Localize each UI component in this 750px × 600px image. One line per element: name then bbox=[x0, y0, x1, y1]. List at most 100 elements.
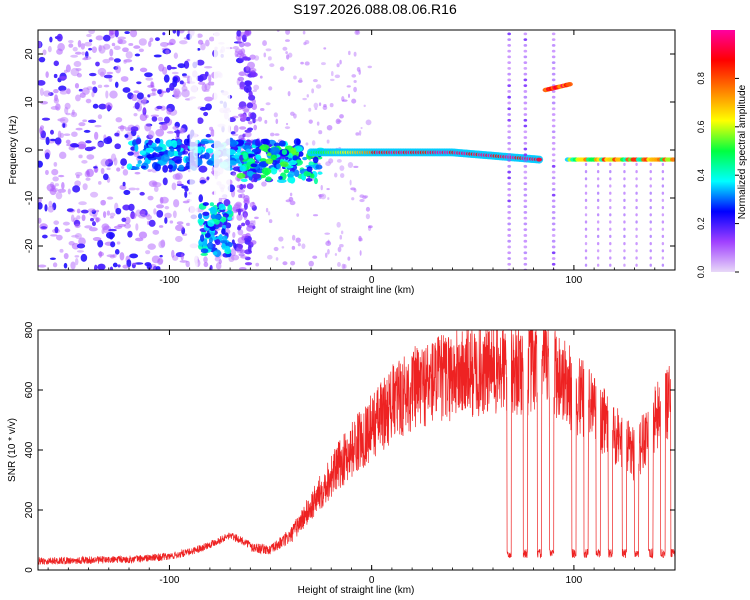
spectrogram-cell bbox=[59, 248, 64, 253]
spectrogram-cell bbox=[153, 186, 159, 193]
spectrogram-cell bbox=[507, 176, 511, 180]
spectrogram-cell bbox=[176, 129, 180, 138]
spectrogram-cell bbox=[236, 184, 242, 189]
spectrogram-cell bbox=[116, 167, 121, 172]
spectrogram-cell bbox=[156, 105, 163, 110]
spectrogram-cell bbox=[669, 157, 675, 162]
spectrogram-cell bbox=[609, 256, 612, 260]
spectrogram-cell bbox=[82, 183, 88, 191]
spectrogram-cell bbox=[285, 39, 290, 42]
spectrogram-cell bbox=[242, 152, 248, 160]
spectrogram-cell bbox=[124, 31, 130, 35]
spectrogram-cell bbox=[121, 217, 127, 222]
spectrogram-cell bbox=[226, 210, 233, 215]
spectrogram-cell bbox=[199, 106, 208, 111]
spectrogram-cell bbox=[253, 84, 260, 91]
snr-x-label: Height of straight line (km) bbox=[298, 585, 415, 596]
spectrogram-cell bbox=[170, 148, 175, 152]
spectrogram-cell bbox=[38, 197, 42, 203]
spectrogram-cell bbox=[142, 97, 147, 106]
spectrogram-cell bbox=[353, 165, 359, 169]
spectrogram-cell bbox=[661, 234, 665, 238]
spectrogram-cell bbox=[206, 159, 214, 166]
spectrogram-cell bbox=[208, 74, 212, 83]
spectrogram-y-label: Frequency (Hz) bbox=[8, 116, 19, 185]
spectrogram-cell bbox=[196, 33, 203, 38]
spectrogram-cell bbox=[237, 226, 241, 231]
spectrogram-cell bbox=[584, 162, 588, 166]
spectrogram-cell bbox=[507, 32, 511, 36]
spectrogram-cell bbox=[523, 199, 528, 203]
spectrogram-cell bbox=[523, 159, 528, 162]
spectrogram-cell bbox=[339, 59, 342, 65]
spectrogram-cell bbox=[609, 242, 612, 246]
spectrogram-cell bbox=[337, 246, 342, 253]
spectrogram-cell bbox=[136, 81, 142, 85]
spectrogram-cell bbox=[106, 167, 111, 171]
spectrogram-cell bbox=[635, 213, 638, 217]
spectrogram-cell bbox=[313, 102, 319, 109]
x-tick-label: -100 bbox=[159, 275, 179, 286]
spectrogram-cell bbox=[287, 90, 291, 97]
spectrogram-cell bbox=[551, 159, 556, 162]
spectrogram-cell bbox=[114, 132, 120, 137]
spectrogram-cell bbox=[238, 194, 243, 199]
spectrogram-cell bbox=[179, 127, 186, 134]
spectrogram-cell bbox=[74, 255, 80, 258]
spectrogram-cell bbox=[106, 210, 111, 216]
spectrogram-cell bbox=[609, 213, 612, 217]
spectrogram-cell bbox=[507, 257, 511, 260]
spectrogram-cell bbox=[661, 249, 665, 253]
spectrogram-cell bbox=[649, 234, 652, 238]
spectrogram-cell bbox=[288, 159, 298, 166]
spectrogram-cell bbox=[75, 94, 81, 102]
spectrogram-cell bbox=[269, 63, 275, 68]
spectrogram-cell bbox=[274, 133, 280, 136]
spectrogram-cell bbox=[326, 187, 330, 191]
spectrogram-cell bbox=[150, 88, 158, 92]
spectrogram-cell bbox=[86, 33, 92, 38]
spectrogram-cell bbox=[44, 204, 48, 212]
spectrogram-cell bbox=[57, 188, 67, 193]
spectrogram-cell bbox=[523, 170, 528, 174]
snr-line bbox=[38, 330, 675, 566]
spectrogram-cell bbox=[81, 51, 85, 56]
spectrogram-cell bbox=[635, 198, 638, 202]
spectrogram-cell bbox=[53, 97, 60, 104]
spectrogram-cell bbox=[122, 264, 129, 269]
spectrogram-cell bbox=[348, 93, 351, 98]
spectrogram-cell bbox=[85, 177, 91, 181]
spectrogram-cell bbox=[162, 177, 168, 186]
spectrogram-cell bbox=[134, 171, 141, 175]
spectrogram-cell bbox=[100, 167, 105, 175]
spectrogram-cell bbox=[241, 222, 246, 227]
spectrogram-cell bbox=[77, 40, 82, 48]
spectrogram-cell bbox=[649, 227, 652, 231]
spectrogram-cell bbox=[112, 262, 118, 268]
spectrogram-cell bbox=[250, 163, 258, 168]
spectrogram-cell bbox=[53, 60, 59, 67]
spectrogram-cell bbox=[241, 233, 249, 239]
spectrogram-cell bbox=[623, 177, 626, 181]
spectrogram-cell bbox=[205, 39, 210, 47]
spectrogram-cell bbox=[117, 264, 121, 268]
spectrogram-cell bbox=[105, 102, 113, 110]
spectrogram-cell bbox=[134, 262, 144, 265]
spectrogram-cell bbox=[523, 164, 528, 168]
spectrogram-cell bbox=[81, 87, 90, 95]
spectrogram-cell bbox=[507, 136, 511, 139]
spectrogram-cell bbox=[129, 66, 134, 71]
spectrogram-cell bbox=[323, 104, 327, 108]
spectrogram-cell bbox=[54, 226, 59, 234]
spectrogram-cell bbox=[334, 252, 338, 256]
spectrogram-cell bbox=[316, 121, 320, 126]
spectrogram-cell bbox=[254, 216, 259, 220]
spectrogram-cell bbox=[149, 92, 157, 97]
spectrogram-cell bbox=[551, 78, 556, 82]
spectrogram-cell bbox=[507, 101, 511, 105]
spectrogram-cell bbox=[95, 61, 100, 67]
spectrogram-cell bbox=[90, 146, 96, 150]
spectrogram-cell bbox=[359, 250, 362, 256]
spectrogram-cell bbox=[507, 107, 511, 111]
spectrogram-cell bbox=[41, 117, 51, 121]
